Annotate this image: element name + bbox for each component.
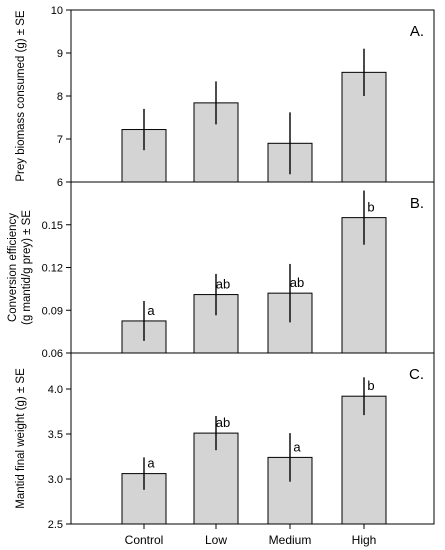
panel-1-ytick-label: 6 bbox=[57, 177, 63, 189]
panel-3-ytick-label: 3.0 bbox=[48, 474, 63, 486]
panel-3-ytick-label: 3.5 bbox=[48, 429, 63, 441]
panel-2-sig-letter-low: ab bbox=[216, 277, 230, 292]
panel-2-sig-letter-high: b bbox=[367, 200, 374, 215]
panel-3-frame bbox=[70, 352, 435, 525]
panel-2-ylabel: (g mantid/g prey) ± SE bbox=[21, 210, 33, 325]
xtick-label-high: High bbox=[352, 533, 377, 547]
panel-2-ytick-label: 0.15 bbox=[42, 220, 63, 232]
panel-1-ytick-label: 8 bbox=[57, 91, 63, 103]
panel-1-label: A. bbox=[410, 23, 424, 40]
panel-1-ytick-label: 9 bbox=[57, 48, 63, 60]
panel-2-sig-letter-control: a bbox=[147, 303, 155, 318]
panel-3-label: C. bbox=[409, 366, 424, 383]
panel-2-sig-letter-medium: ab bbox=[290, 275, 304, 290]
panel-2-label: B. bbox=[410, 195, 424, 212]
xtick-label-control: Control bbox=[125, 533, 164, 547]
panel-3-sig-letter-low: ab bbox=[216, 415, 230, 430]
panel-3-ylabel: Mantid final weight (g) ± SE bbox=[15, 368, 27, 509]
panel-1-ytick-label: 10 bbox=[51, 5, 63, 17]
panel-3-sig-letter-medium: a bbox=[293, 439, 301, 454]
xtick-label-low: Low bbox=[205, 533, 227, 547]
panel-3-ytick-label: 4.0 bbox=[48, 384, 63, 396]
panel-1-ytick-label: 7 bbox=[57, 134, 63, 146]
panel-3-sig-letter-control: a bbox=[147, 456, 155, 471]
panel-3-ytick-label: 2.5 bbox=[48, 519, 63, 531]
panel-2-ytick-label: 0.06 bbox=[42, 348, 63, 360]
panel-2-ytick-label: 0.12 bbox=[42, 263, 63, 275]
xtick-label-medium: Medium bbox=[269, 533, 312, 547]
panel-2-ylabel: Conversion efficiency bbox=[7, 213, 19, 322]
panel-3-bar-high bbox=[341, 395, 387, 525]
panel-1-ylabel: Prey biomass consumed (g) ± SE bbox=[15, 10, 27, 182]
panel-3-sig-letter-high: b bbox=[367, 378, 374, 393]
panel-2-ytick-label: 0.09 bbox=[42, 305, 63, 317]
